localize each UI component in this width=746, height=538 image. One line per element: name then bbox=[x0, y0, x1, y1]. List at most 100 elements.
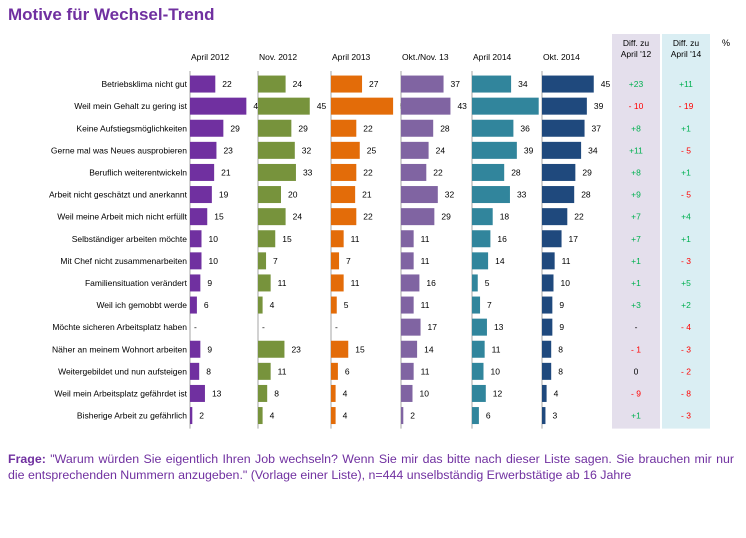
data-label: 24 bbox=[436, 145, 446, 155]
data-label: 22 bbox=[222, 79, 232, 89]
data-label: 4 bbox=[343, 411, 348, 421]
diff-column-background bbox=[612, 34, 660, 429]
data-label: 4 bbox=[343, 388, 348, 398]
bar bbox=[401, 340, 418, 358]
data-label: 2 bbox=[410, 411, 415, 421]
data-label: 5 bbox=[485, 278, 490, 288]
bar bbox=[331, 75, 363, 93]
data-label: 10 bbox=[491, 366, 501, 376]
data-label: 33 bbox=[303, 167, 313, 177]
data-label: 29 bbox=[441, 212, 451, 222]
diff-value: +23 bbox=[629, 79, 644, 89]
category-label: Gerne mal was Neues ausprobieren bbox=[51, 145, 187, 155]
bar bbox=[542, 163, 576, 181]
bar bbox=[190, 384, 205, 402]
data-label: - bbox=[335, 322, 338, 332]
data-label: 9 bbox=[559, 300, 564, 310]
bar bbox=[401, 75, 444, 93]
bar bbox=[542, 97, 587, 115]
diff-value: +1 bbox=[631, 256, 641, 266]
bar bbox=[542, 274, 554, 292]
diff-value: 0 bbox=[634, 366, 639, 376]
data-label: 10 bbox=[420, 388, 430, 398]
data-label: 18 bbox=[500, 212, 510, 222]
data-label: 24 bbox=[293, 79, 303, 89]
bar bbox=[542, 230, 562, 248]
data-label: 11 bbox=[351, 278, 360, 288]
bar bbox=[258, 296, 263, 314]
diff-value: +7 bbox=[631, 234, 641, 244]
bar bbox=[542, 75, 594, 93]
data-label: 2 bbox=[199, 411, 204, 421]
bar bbox=[258, 208, 286, 226]
diff-column-background bbox=[662, 34, 710, 429]
data-label: 24 bbox=[293, 212, 303, 222]
bar bbox=[542, 296, 553, 314]
series-header: Nov. 2012 bbox=[259, 52, 297, 62]
diff-value: - 5 bbox=[681, 145, 691, 155]
data-label: 27 bbox=[369, 79, 379, 89]
diff-value: - 8 bbox=[681, 388, 691, 398]
data-label: 10 bbox=[561, 278, 571, 288]
data-label: 10 bbox=[209, 234, 219, 244]
diff-value: +1 bbox=[681, 167, 691, 177]
data-label: 39 bbox=[594, 101, 604, 111]
data-label: 14 bbox=[495, 256, 505, 266]
diff-value: +9 bbox=[631, 190, 641, 200]
data-label: 15 bbox=[355, 344, 365, 354]
data-label: 34 bbox=[518, 79, 528, 89]
data-label: 11 bbox=[278, 278, 287, 288]
data-label: 34 bbox=[588, 145, 598, 155]
bar bbox=[401, 362, 414, 380]
diff-value: - 2 bbox=[681, 366, 691, 376]
data-label: 11 bbox=[492, 344, 501, 354]
diff-value: - 10 bbox=[629, 101, 644, 111]
bar bbox=[472, 119, 514, 137]
bar bbox=[190, 208, 208, 226]
unit-label: % bbox=[722, 38, 730, 48]
bar bbox=[190, 407, 193, 425]
data-label: 37 bbox=[592, 123, 602, 133]
data-label: 8 bbox=[274, 388, 279, 398]
diff-value: +1 bbox=[681, 234, 691, 244]
bar bbox=[258, 141, 295, 159]
data-label: 4 bbox=[554, 388, 559, 398]
diff-value: +11 bbox=[629, 145, 643, 155]
bar bbox=[472, 141, 517, 159]
bar bbox=[472, 163, 505, 181]
bar bbox=[331, 362, 338, 380]
bar bbox=[472, 362, 484, 380]
data-label: 11 bbox=[421, 300, 430, 310]
bar bbox=[258, 186, 281, 204]
bar bbox=[542, 384, 547, 402]
bar bbox=[472, 318, 487, 336]
footnote-label: Frage: bbox=[8, 452, 46, 466]
bar bbox=[542, 407, 546, 425]
category-label: Weil ich gemobbt werde bbox=[96, 300, 187, 310]
bar bbox=[331, 186, 356, 204]
data-label: 32 bbox=[445, 190, 455, 200]
bar bbox=[331, 340, 349, 358]
diff-value: +3 bbox=[631, 300, 641, 310]
bar bbox=[258, 97, 310, 115]
data-label: 23 bbox=[223, 145, 233, 155]
data-label: - bbox=[194, 322, 197, 332]
diff-value: - 19 bbox=[679, 101, 694, 111]
diff-value: +1 bbox=[631, 411, 641, 421]
diff-value: +4 bbox=[681, 212, 691, 222]
data-label: 16 bbox=[426, 278, 436, 288]
bar bbox=[472, 384, 486, 402]
bar bbox=[401, 296, 414, 314]
data-label: 19 bbox=[219, 190, 229, 200]
diff-value: - 3 bbox=[681, 256, 691, 266]
bar bbox=[258, 362, 271, 380]
diff-value: - bbox=[635, 322, 638, 332]
bar bbox=[472, 407, 479, 425]
diff-value: - 3 bbox=[681, 411, 691, 421]
bar bbox=[472, 208, 493, 226]
diff-value: - 4 bbox=[681, 322, 691, 332]
data-label: 28 bbox=[511, 167, 521, 177]
data-label: 17 bbox=[569, 234, 579, 244]
data-label: 23 bbox=[291, 344, 301, 354]
bar bbox=[542, 318, 553, 336]
